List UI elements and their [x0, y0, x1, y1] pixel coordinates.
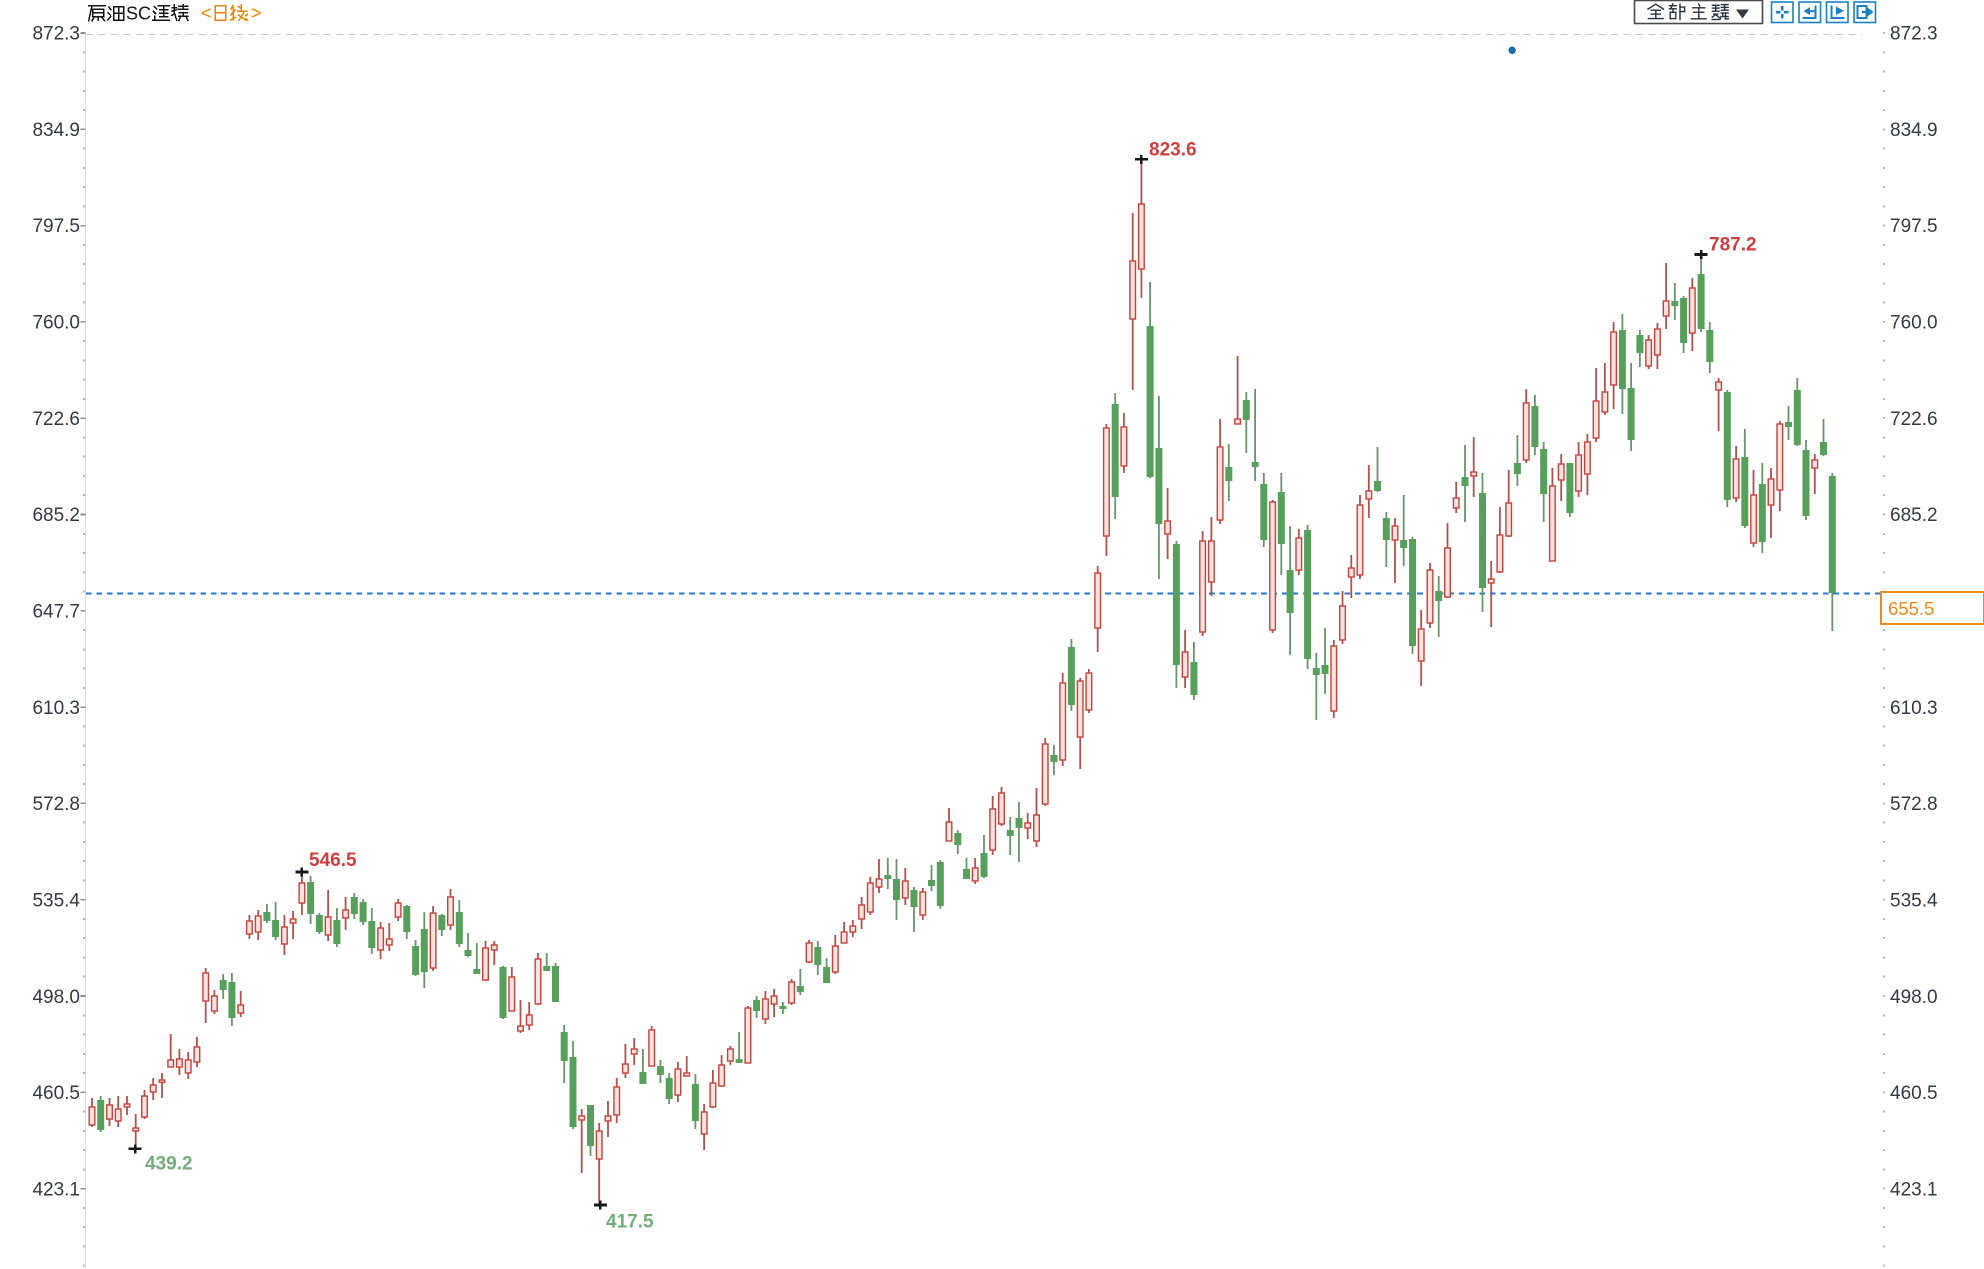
svg-text:834.9: 834.9 — [1890, 120, 1938, 141]
svg-text:797.5: 797.5 — [1890, 216, 1938, 237]
svg-text:572.8: 572.8 — [1890, 794, 1938, 815]
svg-text:>: > — [251, 3, 262, 23]
svg-text:535.4: 535.4 — [32, 891, 80, 912]
svg-text:722.6: 722.6 — [32, 409, 80, 430]
svg-text:498.0: 498.0 — [32, 987, 80, 1008]
svg-text:685.2: 685.2 — [32, 505, 80, 526]
svg-text:<: < — [201, 3, 212, 23]
svg-text:535.4: 535.4 — [1890, 891, 1938, 912]
svg-text:787.2: 787.2 — [1709, 235, 1757, 256]
svg-text:460.5: 460.5 — [32, 1083, 80, 1104]
svg-text:760.0: 760.0 — [1890, 313, 1938, 334]
svg-text:610.3: 610.3 — [1890, 698, 1938, 719]
svg-text:SC: SC — [126, 4, 151, 24]
svg-text:655.5: 655.5 — [1888, 598, 1934, 619]
svg-text:423.1: 423.1 — [32, 1180, 80, 1201]
svg-text:685.2: 685.2 — [1890, 505, 1938, 526]
svg-text:722.6: 722.6 — [1890, 409, 1938, 430]
svg-text:872.3: 872.3 — [32, 24, 80, 45]
svg-text:460.5: 460.5 — [1890, 1083, 1938, 1104]
svg-text:647.7: 647.7 — [32, 602, 80, 623]
svg-text:797.5: 797.5 — [32, 216, 80, 237]
svg-text:439.2: 439.2 — [145, 1154, 193, 1175]
svg-text:572.8: 572.8 — [32, 794, 80, 815]
svg-text:760.0: 760.0 — [32, 313, 80, 334]
svg-text:546.5: 546.5 — [309, 850, 357, 871]
svg-text:498.0: 498.0 — [1890, 987, 1938, 1008]
svg-text:872.3: 872.3 — [1890, 24, 1938, 45]
svg-text:823.6: 823.6 — [1149, 140, 1197, 161]
svg-text:417.5: 417.5 — [606, 1212, 654, 1233]
svg-text:834.9: 834.9 — [32, 120, 80, 141]
svg-text:423.1: 423.1 — [1890, 1180, 1938, 1201]
svg-text:610.3: 610.3 — [32, 698, 80, 719]
